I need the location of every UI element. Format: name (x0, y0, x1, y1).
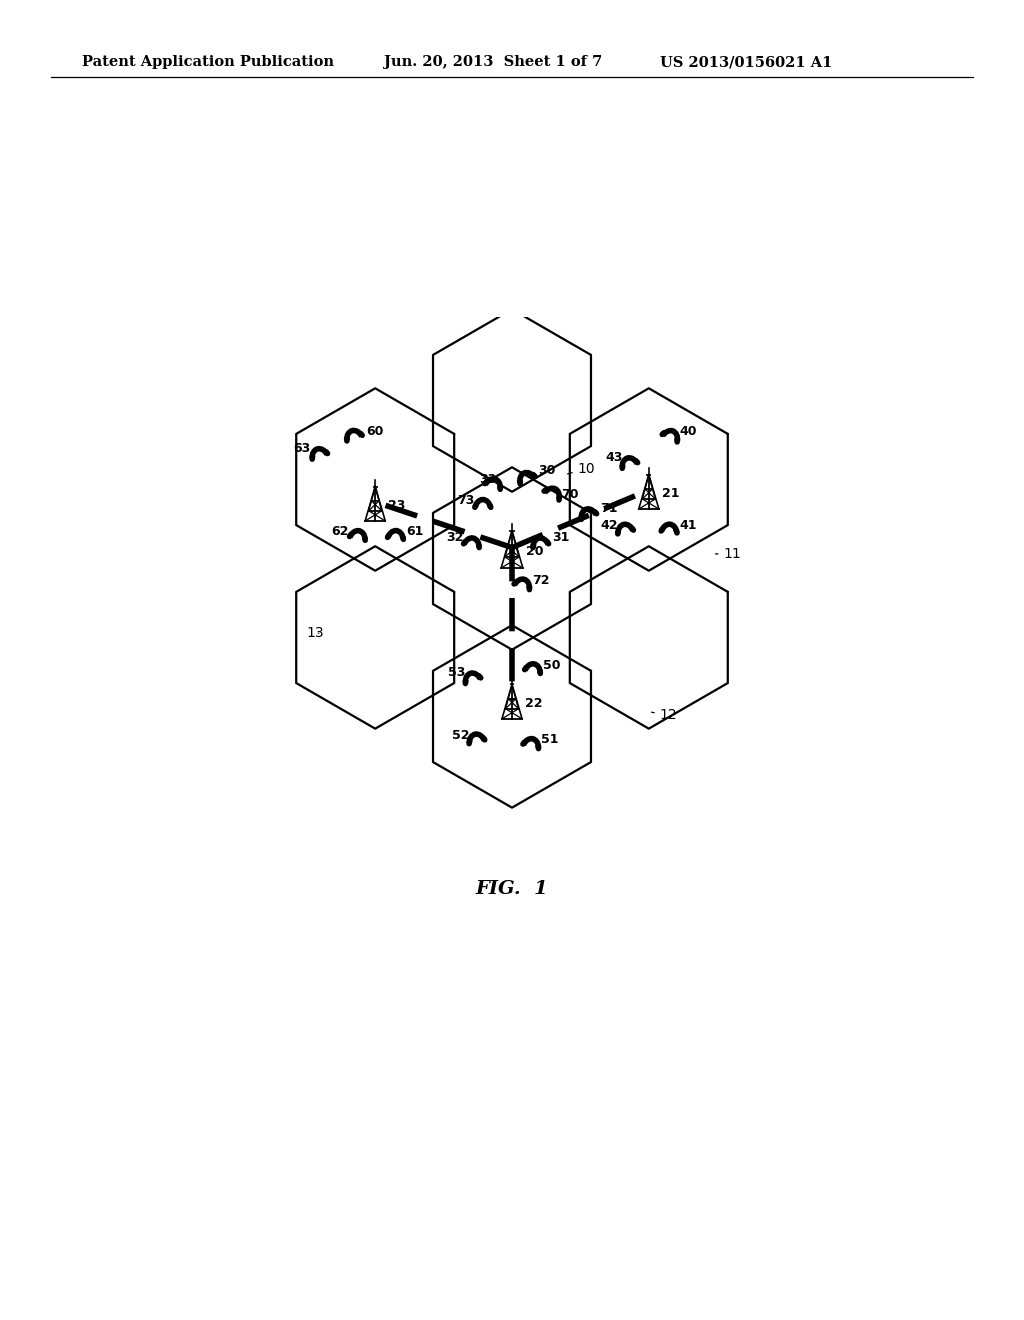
Text: 22: 22 (525, 697, 543, 710)
Text: 63: 63 (293, 441, 310, 454)
Text: 32: 32 (446, 531, 464, 544)
Polygon shape (569, 546, 728, 729)
Text: 70: 70 (561, 488, 579, 502)
Text: 12: 12 (651, 709, 677, 722)
Text: 72: 72 (532, 574, 550, 587)
Text: 33: 33 (479, 474, 497, 487)
Polygon shape (433, 467, 591, 649)
Text: 20: 20 (526, 545, 544, 558)
Text: 11: 11 (716, 546, 741, 561)
Text: 13: 13 (307, 626, 325, 640)
Polygon shape (296, 546, 455, 729)
Text: 60: 60 (366, 425, 383, 438)
Text: 52: 52 (452, 729, 469, 742)
Text: 50: 50 (543, 659, 560, 672)
Text: 42: 42 (600, 519, 617, 532)
Polygon shape (433, 309, 591, 492)
Text: 53: 53 (449, 665, 466, 678)
Text: 62: 62 (332, 525, 349, 539)
Text: 23: 23 (388, 499, 406, 512)
Text: 21: 21 (662, 487, 679, 500)
Text: 51: 51 (541, 734, 559, 746)
Text: 43: 43 (605, 450, 623, 463)
Text: 71: 71 (600, 502, 617, 515)
Polygon shape (296, 388, 455, 570)
Text: Jun. 20, 2013  Sheet 1 of 7: Jun. 20, 2013 Sheet 1 of 7 (384, 55, 602, 70)
Text: 41: 41 (680, 519, 697, 532)
Text: US 2013/0156021 A1: US 2013/0156021 A1 (660, 55, 833, 70)
Text: 73: 73 (458, 495, 475, 507)
Text: FIG.  1: FIG. 1 (475, 880, 549, 899)
Text: 31: 31 (552, 531, 569, 544)
Polygon shape (433, 626, 591, 808)
Polygon shape (569, 388, 728, 570)
Text: 61: 61 (407, 525, 424, 539)
Text: 10: 10 (567, 462, 595, 477)
Text: 40: 40 (680, 425, 697, 438)
Text: Patent Application Publication: Patent Application Publication (82, 55, 334, 70)
Text: 30: 30 (539, 465, 556, 478)
